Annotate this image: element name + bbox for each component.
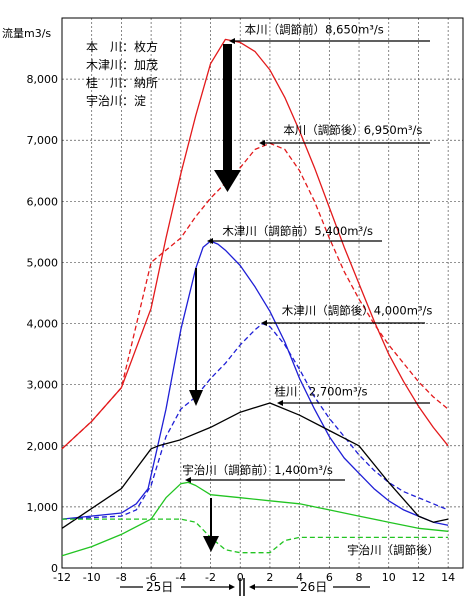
x-tick-label: 0	[237, 571, 244, 584]
series-honkawa-before	[61, 38, 449, 450]
legend-item-honkawa: 本 川：枚方	[86, 39, 158, 54]
y-tick-labels: 0 1,000 2,000 3,000 4,000 5,000 6,000 7,000 8,00…	[27, 73, 59, 575]
x-tick-label: -10	[83, 571, 101, 584]
annotation-honkawa-before: 本川（調節前）8,650m³/s	[245, 22, 384, 36]
x-tick-label: -8	[116, 571, 127, 584]
y-tick-label: 6,000	[27, 195, 59, 208]
annotation-leaders	[185, 38, 430, 483]
y-tick-label: 3,000	[27, 379, 59, 392]
y-tick-label: 1,000	[27, 501, 59, 514]
y-tick-label: 8,000	[27, 73, 59, 86]
annotation-katsura: 桂川 2,700m³/s	[274, 385, 367, 399]
x-tick-label: 10	[382, 571, 396, 584]
y-tick-label: 7,000	[27, 134, 59, 147]
day-label-25: 25日	[146, 580, 173, 594]
day-label-26: 26日	[300, 580, 327, 594]
x-tick-label: 2	[266, 571, 273, 584]
y-axis-label: 流量m3/s	[2, 26, 51, 40]
series-kizu-after	[61, 322, 449, 520]
x-tick-label: 12	[411, 571, 425, 584]
reduction-arrow-uji-head	[203, 536, 219, 552]
x-tick-label: 4	[296, 571, 303, 584]
y-tick-label: 5,000	[27, 256, 59, 269]
x-tick-label: 6	[326, 571, 333, 584]
series-layer	[61, 38, 449, 557]
series-uji-after	[62, 518, 449, 554]
legend-item-katsura: 桂 川：納所	[86, 75, 158, 90]
annotation-honkawa-after: 本川（調節後）6,950m³/s	[283, 123, 422, 137]
x-tick-label: 8	[356, 571, 363, 584]
x-tick-label: -12	[53, 571, 71, 584]
annotation-layer: 本川（調節前）8,650m³/s 本川（調節後）6,950m³/s 木津川（調節前）…	[182, 22, 439, 557]
day-span-indicator: 25日 26日	[120, 578, 370, 596]
y-tick-label: 4,000	[27, 318, 59, 331]
y-tick-label: 2,000	[27, 440, 59, 453]
annotation-kizu-before: 木津川（調節前）5,400m³/s	[222, 224, 373, 238]
annotation-uji-before: 宇治川（調節前）1,400m³/s	[182, 463, 333, 477]
series-honkawa-after	[61, 142, 449, 450]
x-tick-label: -2	[205, 571, 216, 584]
legend-item-uji: 宇治川：淀	[86, 94, 146, 108]
annotation-uji-after: 宇治川（調節後）	[347, 543, 439, 557]
y-tick-label: 0	[51, 562, 58, 575]
reduction-arrow-honkawa	[214, 44, 241, 192]
x-tick-label: -6	[146, 571, 157, 584]
legend-item-kizu: 木津川：加茂	[86, 58, 158, 72]
series-kizu-before	[61, 240, 449, 526]
x-tick-labels: -12 -10 -8 -6 -4 -2 0 2 4 6 8 10 12 14	[53, 571, 455, 584]
legend: 本 川：枚方 木津川：加茂 桂 川：納所 宇治川：淀	[86, 39, 158, 108]
annotation-kizu-after: 木津川（調節後）4,000m³/s	[282, 303, 433, 317]
series-uji-before	[61, 481, 449, 557]
reduction-arrow-kizu-head	[189, 390, 203, 406]
series-katsura	[61, 402, 449, 529]
plot-frame	[61, 17, 464, 569]
x-tick-label: 14	[441, 571, 455, 584]
x-tick-label: -4	[175, 571, 186, 584]
